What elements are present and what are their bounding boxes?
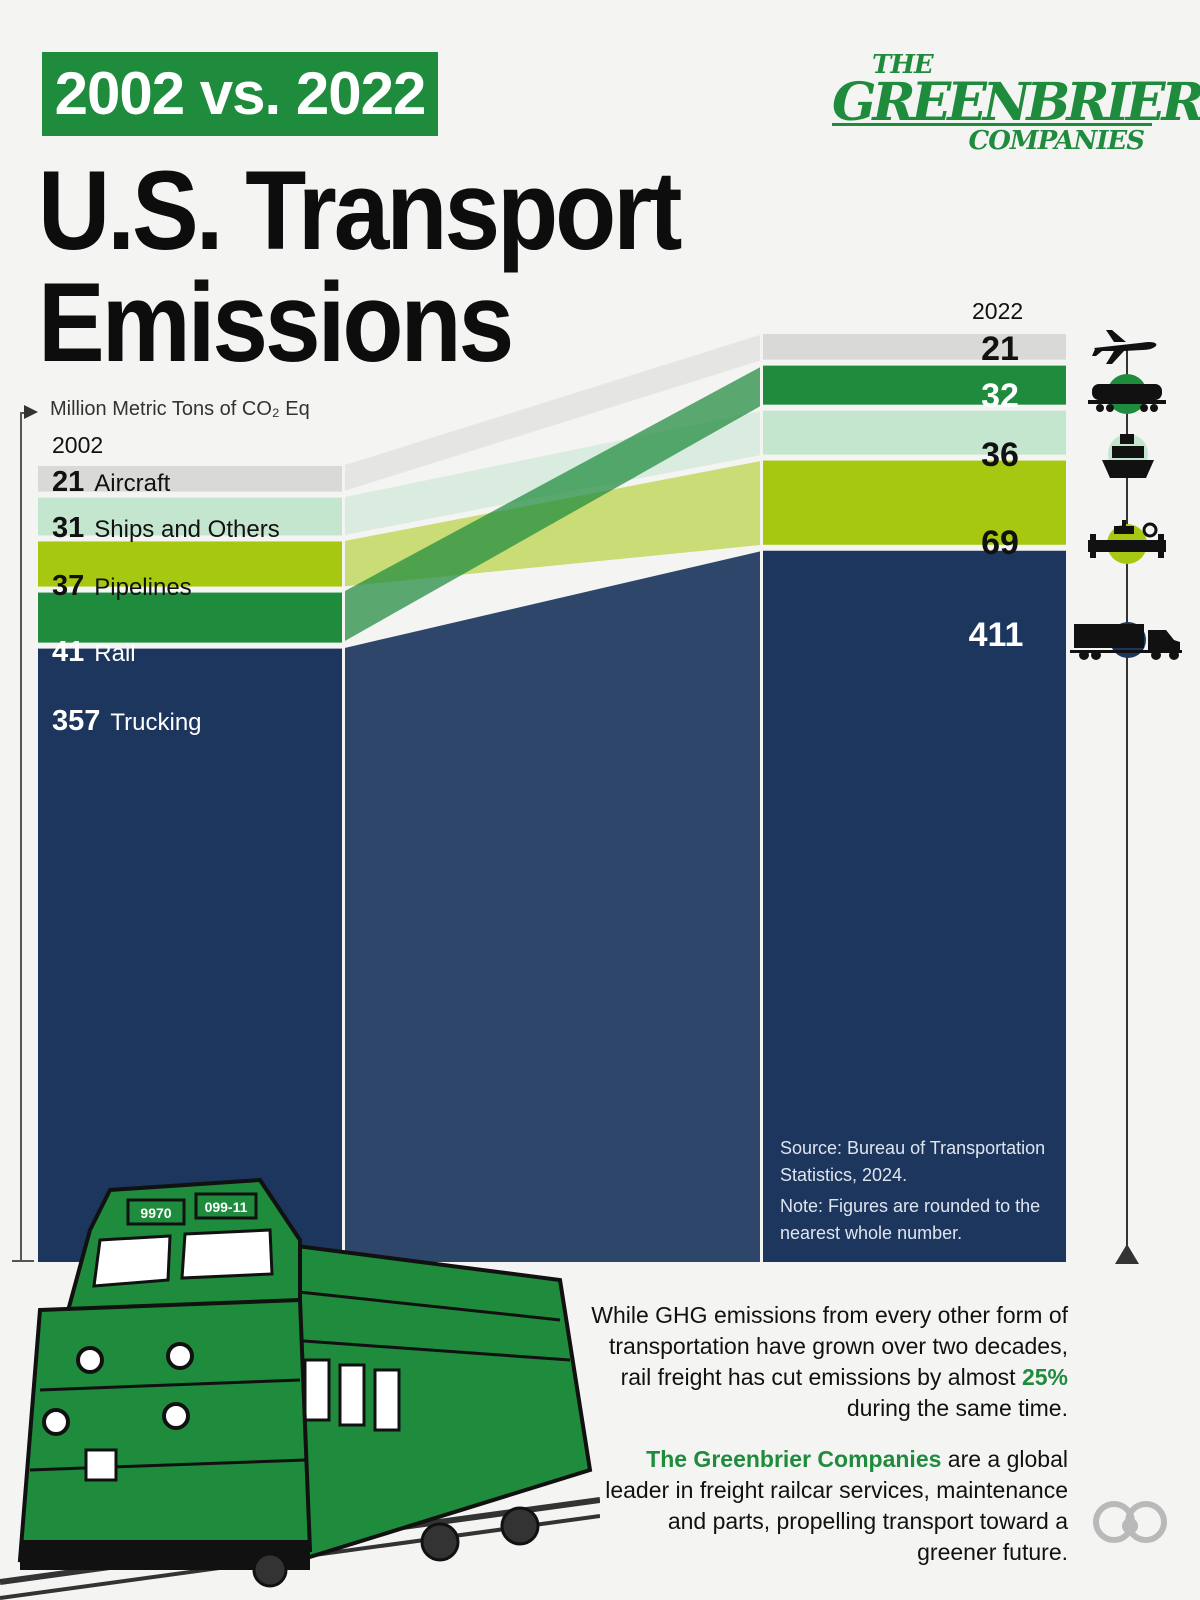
title-line-1: U.S. Transport [38, 148, 682, 274]
locomotive-number-right: 099-11 [205, 1199, 248, 1215]
ribbon-trucking [342, 550, 763, 1262]
logo-companies: COMPANIES [968, 126, 1145, 156]
name-trucking: Trucking [110, 709, 202, 736]
value-2022-rail: 32 [981, 377, 1019, 415]
left-axis-bottom-tick [12, 1260, 34, 1262]
year-2022-label: 2022 [972, 298, 1024, 324]
name-rail: Rail [94, 640, 136, 667]
unit-label: Million Metric Tons of CO₂ Eq [50, 398, 310, 420]
bar-2002-trucking [38, 648, 342, 1262]
right-axis-arrow [1115, 1244, 1139, 1264]
left-axis-arrow [24, 405, 38, 419]
visual-capitalist-logo [1093, 1501, 1167, 1543]
source-note: Source: Bureau of Transportation Statist… [780, 1135, 1050, 1251]
bar-2022-rail [763, 365, 1066, 405]
desc-p1-text: While GHG emissions from every other for… [591, 1302, 1068, 1390]
value-2022-trucking: 411 [968, 616, 1024, 654]
value-2002-ships: 31 [52, 512, 85, 544]
source-text: Source: Bureau of Transportation Statist… [780, 1138, 1046, 1185]
year-2002-label: 2002 [52, 432, 104, 458]
bar-2022-aircraft [763, 334, 1066, 360]
title-line-2: Emissions [38, 260, 514, 386]
ribbon-aircraft [342, 334, 763, 492]
note-text: Note: Figures are rounded to the nearest… [780, 1196, 1041, 1243]
label-2002-pipelines: 37 Pipelines [52, 570, 192, 603]
desc-p1-end: during the same time. [846, 1395, 1068, 1421]
value-2002-trucking: 357 [52, 705, 101, 737]
bar-2002-rail [38, 592, 342, 643]
value-2002-pipelines: 37 [52, 570, 85, 602]
value-2022-pipelines: 69 [981, 524, 1019, 562]
description-paragraph-2: The Greenbrier Companies are a global le… [590, 1444, 1068, 1568]
desc-p1-highlight: 25% [1021, 1364, 1068, 1390]
description-paragraph-1: While GHG emissions from every other for… [590, 1300, 1068, 1424]
truck-icon [1070, 622, 1182, 660]
greenbrier-logo: THE GREENBRIER COMPANIES [832, 50, 1200, 162]
bar-2022-ships [763, 410, 1066, 455]
page-title: U.S. Transport Emissions [38, 148, 798, 385]
ribbon-rail [342, 365, 763, 643]
bar-2002-ships [38, 497, 342, 536]
bar-2022-trucking [763, 550, 1066, 1262]
ship-icon [1102, 434, 1154, 478]
bar-2022-pipelines [763, 460, 1066, 545]
value-2002-aircraft: 21 [52, 466, 85, 498]
value-2022-aircraft: 21 [981, 330, 1019, 368]
desc-p2-highlight: The Greenbrier Companies [646, 1446, 942, 1472]
description: While GHG emissions from every other for… [590, 1300, 1068, 1588]
logo-underline [832, 123, 1152, 126]
right-icon-axis [1126, 348, 1128, 1248]
label-2002-rail: 41 Rail [52, 636, 136, 669]
airplane-icon [1092, 330, 1157, 364]
separator-2002 [342, 466, 345, 1262]
railcar-icon [1088, 374, 1166, 414]
label-2002-aircraft: 21 Aircraft [52, 466, 170, 499]
logo-greenbrier: GREENBRIER [832, 72, 1200, 133]
value-2002-rail: 41 [52, 636, 85, 668]
desc-p2-text: are a global leader in freight railcar s… [605, 1446, 1068, 1565]
bar-2002-pipelines [38, 541, 342, 587]
label-2002-trucking: 357 Trucking [52, 705, 202, 738]
left-axis-line [20, 412, 22, 1262]
label-2002-ships: 31 Ships and Others [52, 512, 280, 545]
name-ships: Ships and Others [94, 516, 280, 543]
locomotive-number-left: 9970 [140, 1205, 171, 1221]
name-pipelines: Pipelines [94, 574, 192, 601]
logo-the: THE [872, 50, 934, 80]
pipeline-icon [1088, 520, 1166, 564]
name-aircraft: Aircraft [94, 470, 171, 497]
year-comparison-badge: 2002 vs. 2022 [42, 52, 438, 136]
value-2022-ships: 36 [981, 436, 1019, 474]
bar-2002-aircraft [38, 466, 342, 492]
locomotive-illustration: 9970 099-11 [0, 1177, 600, 1600]
separator-2022 [760, 334, 763, 1262]
